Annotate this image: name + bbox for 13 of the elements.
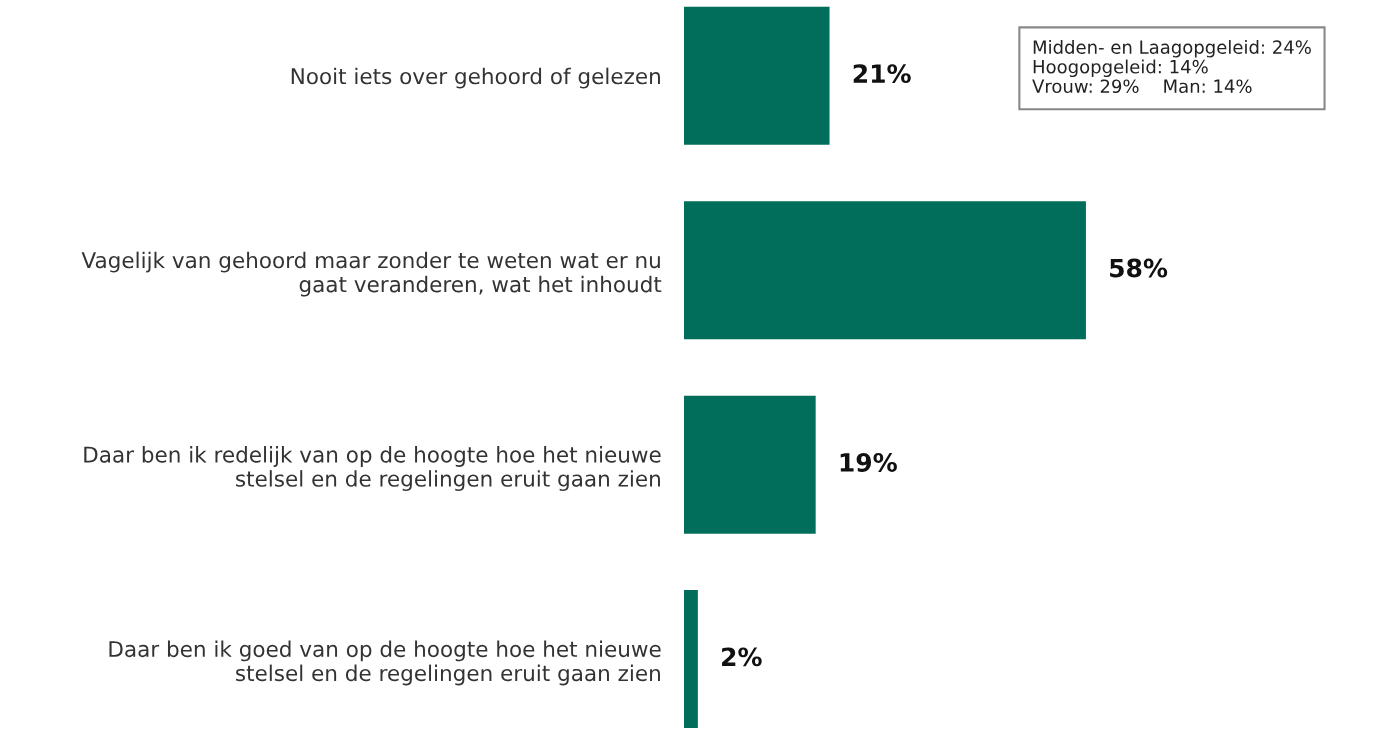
y-tick-label: Daar ben ik goed van op de hoogte hoe het nieuwe stelsel en de regelingen eruit gaan zien [109, 640, 661, 686]
bar [684, 590, 698, 729]
data-label: 2% [722, 647, 762, 667]
y-tick-label: Daar ben ik redelijk van op de hoogte hoe het nieuwe stelsel en de regelingen eruit gaan zien [84, 446, 661, 491]
data-label: 19% [840, 453, 897, 472]
y-tick-label: Nooit iets over gehoord of gelezen [291, 67, 660, 89]
bar [684, 6, 830, 145]
bar [684, 201, 1086, 340]
bar [684, 395, 816, 534]
annotation: Midden- en Laagopgeleid: 24% Hoogopgeleid: 14% Vrouw: 29% Man: 14% [1032, 40, 1311, 94]
data-label: 21% [853, 64, 911, 84]
data-label: 58% [1110, 258, 1168, 278]
y-tick-label: Vagelijk van gehoord maar zonder te weten wat er nu gaat veranderen, wat het inhoudt [81, 251, 662, 297]
